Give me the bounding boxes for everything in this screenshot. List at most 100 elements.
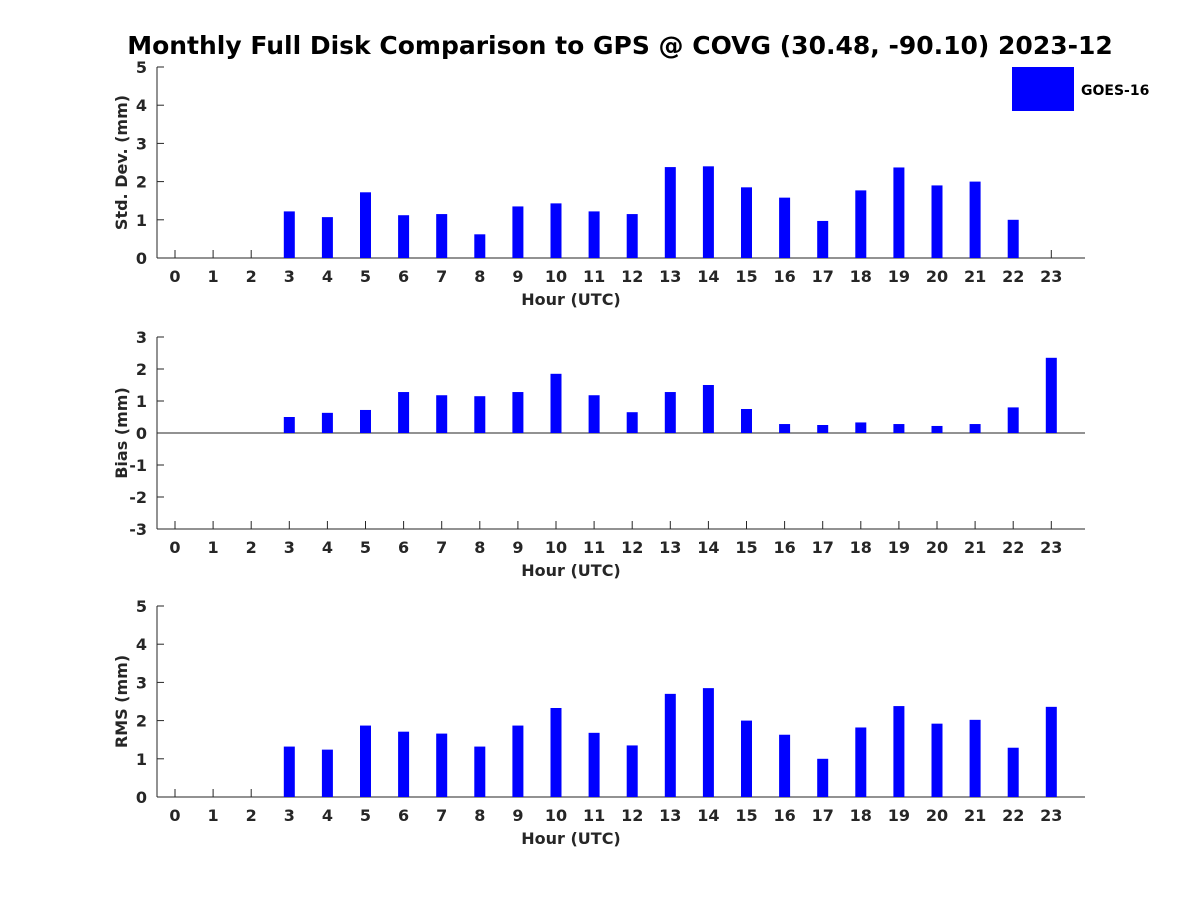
stddev-x-tick-label: 9 <box>512 267 523 286</box>
stddev-bar-hour-3 <box>283 211 295 258</box>
bias-bar-hour-23 <box>1045 357 1057 433</box>
rms-bar-hour-4 <box>321 749 333 797</box>
rms-bar-hour-3 <box>283 746 295 797</box>
rms-x-tick-label: 19 <box>888 806 910 825</box>
stddev-x-tick-label: 12 <box>621 267 643 286</box>
bias-x-tick-label: 1 <box>208 538 219 557</box>
rms-bar-hour-22 <box>1007 747 1019 797</box>
stddev-x-tick-label: 23 <box>1040 267 1062 286</box>
rms-y-tick-label: 0 <box>136 788 147 807</box>
stddev-x-tick-label: 22 <box>1002 267 1024 286</box>
stddev-y-axis-label: Std. Dev. (mm) <box>112 95 131 230</box>
stddev-x-tick-label: 18 <box>850 267 872 286</box>
bias-bar-hour-18 <box>855 422 867 433</box>
bias-bar-hour-5 <box>360 409 371 433</box>
bias-y-tick-label: -2 <box>129 488 147 507</box>
bias-y-axis-label: Bias (mm) <box>112 387 131 479</box>
rms-x-tick-label: 15 <box>735 806 757 825</box>
stddev-bar-hour-17 <box>817 220 829 258</box>
stddev-x-tick-label: 4 <box>322 267 333 286</box>
bias-y-tick-label: 3 <box>136 328 147 347</box>
rms-x-tick-label: 7 <box>436 806 447 825</box>
rms-x-tick-label: 21 <box>964 806 986 825</box>
rms-bar-hour-14 <box>702 688 714 797</box>
stddev-bar-hour-11 <box>588 211 600 258</box>
stddev-x-tick-label: 19 <box>888 267 910 286</box>
stddev-bar-hour-22 <box>1007 219 1019 258</box>
rms-bar-hour-17 <box>817 758 829 797</box>
stddev-x-tick-label: 13 <box>659 267 681 286</box>
stddev-y-tick-label: 3 <box>136 134 147 153</box>
stddev-y-tick-label: 2 <box>136 173 147 192</box>
bias-x-tick-label: 5 <box>360 538 371 557</box>
bias-x-axis-label: Hour (UTC) <box>521 561 621 580</box>
rms-bar-hour-21 <box>969 719 981 797</box>
bias-x-tick-label: 14 <box>697 538 719 557</box>
legend-swatch <box>1012 67 1074 111</box>
rms-bar-hour-19 <box>893 706 905 797</box>
stddev-x-tick-label: 7 <box>436 267 447 286</box>
rms-y-tick-label: 4 <box>136 635 147 654</box>
rms-x-tick-label: 9 <box>512 806 523 825</box>
stddev-bar-hour-12 <box>626 214 638 258</box>
bias-bar-hour-6 <box>398 392 410 433</box>
stddev-y-tick-label: 0 <box>136 249 147 268</box>
rms-x-tick-label: 3 <box>284 806 295 825</box>
stddev-x-tick-label: 10 <box>545 267 567 286</box>
bias-bar-hour-12 <box>626 412 638 433</box>
bias-x-tick-label: 6 <box>398 538 409 557</box>
rms-y-tick-label: 3 <box>136 673 147 692</box>
stddev-x-tick-label: 20 <box>926 267 948 286</box>
stddev-bar-hour-6 <box>398 215 410 258</box>
rms-bar-hour-12 <box>626 745 638 797</box>
rms-y-tick-label: 5 <box>136 597 147 616</box>
bias-bar-hour-22 <box>1007 407 1019 433</box>
rms-bar-hour-15 <box>741 720 752 797</box>
legend-label: GOES-16 <box>1081 83 1149 99</box>
bias-x-tick-label: 15 <box>735 538 757 557</box>
bias-bar-hour-15 <box>741 409 752 433</box>
stddev-bar-hour-4 <box>321 217 333 258</box>
stddev-bar-hour-18 <box>855 190 867 258</box>
rms-x-tick-label: 4 <box>322 806 333 825</box>
rms-bar-hour-10 <box>550 707 562 797</box>
bias-bar-hour-10 <box>550 373 562 433</box>
stddev-x-tick-label: 14 <box>697 267 719 286</box>
bias-bar-hour-7 <box>436 395 448 433</box>
bias-x-tick-label: 8 <box>474 538 485 557</box>
bias-x-tick-label: 3 <box>284 538 295 557</box>
stddev-y-tick-label: 4 <box>136 96 147 115</box>
stddev-y-tick-label: 1 <box>136 211 147 230</box>
bias-y-tick-label: -1 <box>129 456 147 475</box>
rms-bar-hour-7 <box>436 733 448 797</box>
bias-y-tick-label: 1 <box>136 392 147 411</box>
rms-bar-hour-20 <box>931 723 943 797</box>
stddev-bar-hour-20 <box>931 185 943 258</box>
stddev-x-tick-label: 17 <box>812 267 834 286</box>
rms-x-tick-label: 17 <box>812 806 834 825</box>
rms-x-tick-label: 23 <box>1040 806 1062 825</box>
bias-x-tick-label: 7 <box>436 538 447 557</box>
bias-x-tick-label: 9 <box>512 538 523 557</box>
stddev-x-tick-label: 11 <box>583 267 605 286</box>
rms-x-axis-label: Hour (UTC) <box>521 829 621 848</box>
bias-bar-hour-14 <box>702 385 714 433</box>
rms-y-tick-label: 2 <box>136 712 147 731</box>
stddev-bar-hour-16 <box>779 197 791 258</box>
rms-x-tick-label: 2 <box>246 806 257 825</box>
rms-x-tick-label: 8 <box>474 806 485 825</box>
bias-bar-hour-20 <box>931 425 943 433</box>
stddev-bar-hour-14 <box>702 166 714 258</box>
rms-x-tick-label: 5 <box>360 806 371 825</box>
stddev-x-tick-label: 6 <box>398 267 409 286</box>
stddev-bar-hour-5 <box>360 192 371 258</box>
bias-x-tick-label: 4 <box>322 538 333 557</box>
bias-y-tick-label: 0 <box>136 424 147 443</box>
bias-bar-hour-19 <box>893 424 905 433</box>
rms-bar-hour-11 <box>588 732 600 797</box>
bias-x-tick-label: 23 <box>1040 538 1062 557</box>
stddev-bar-hour-13 <box>664 167 676 258</box>
